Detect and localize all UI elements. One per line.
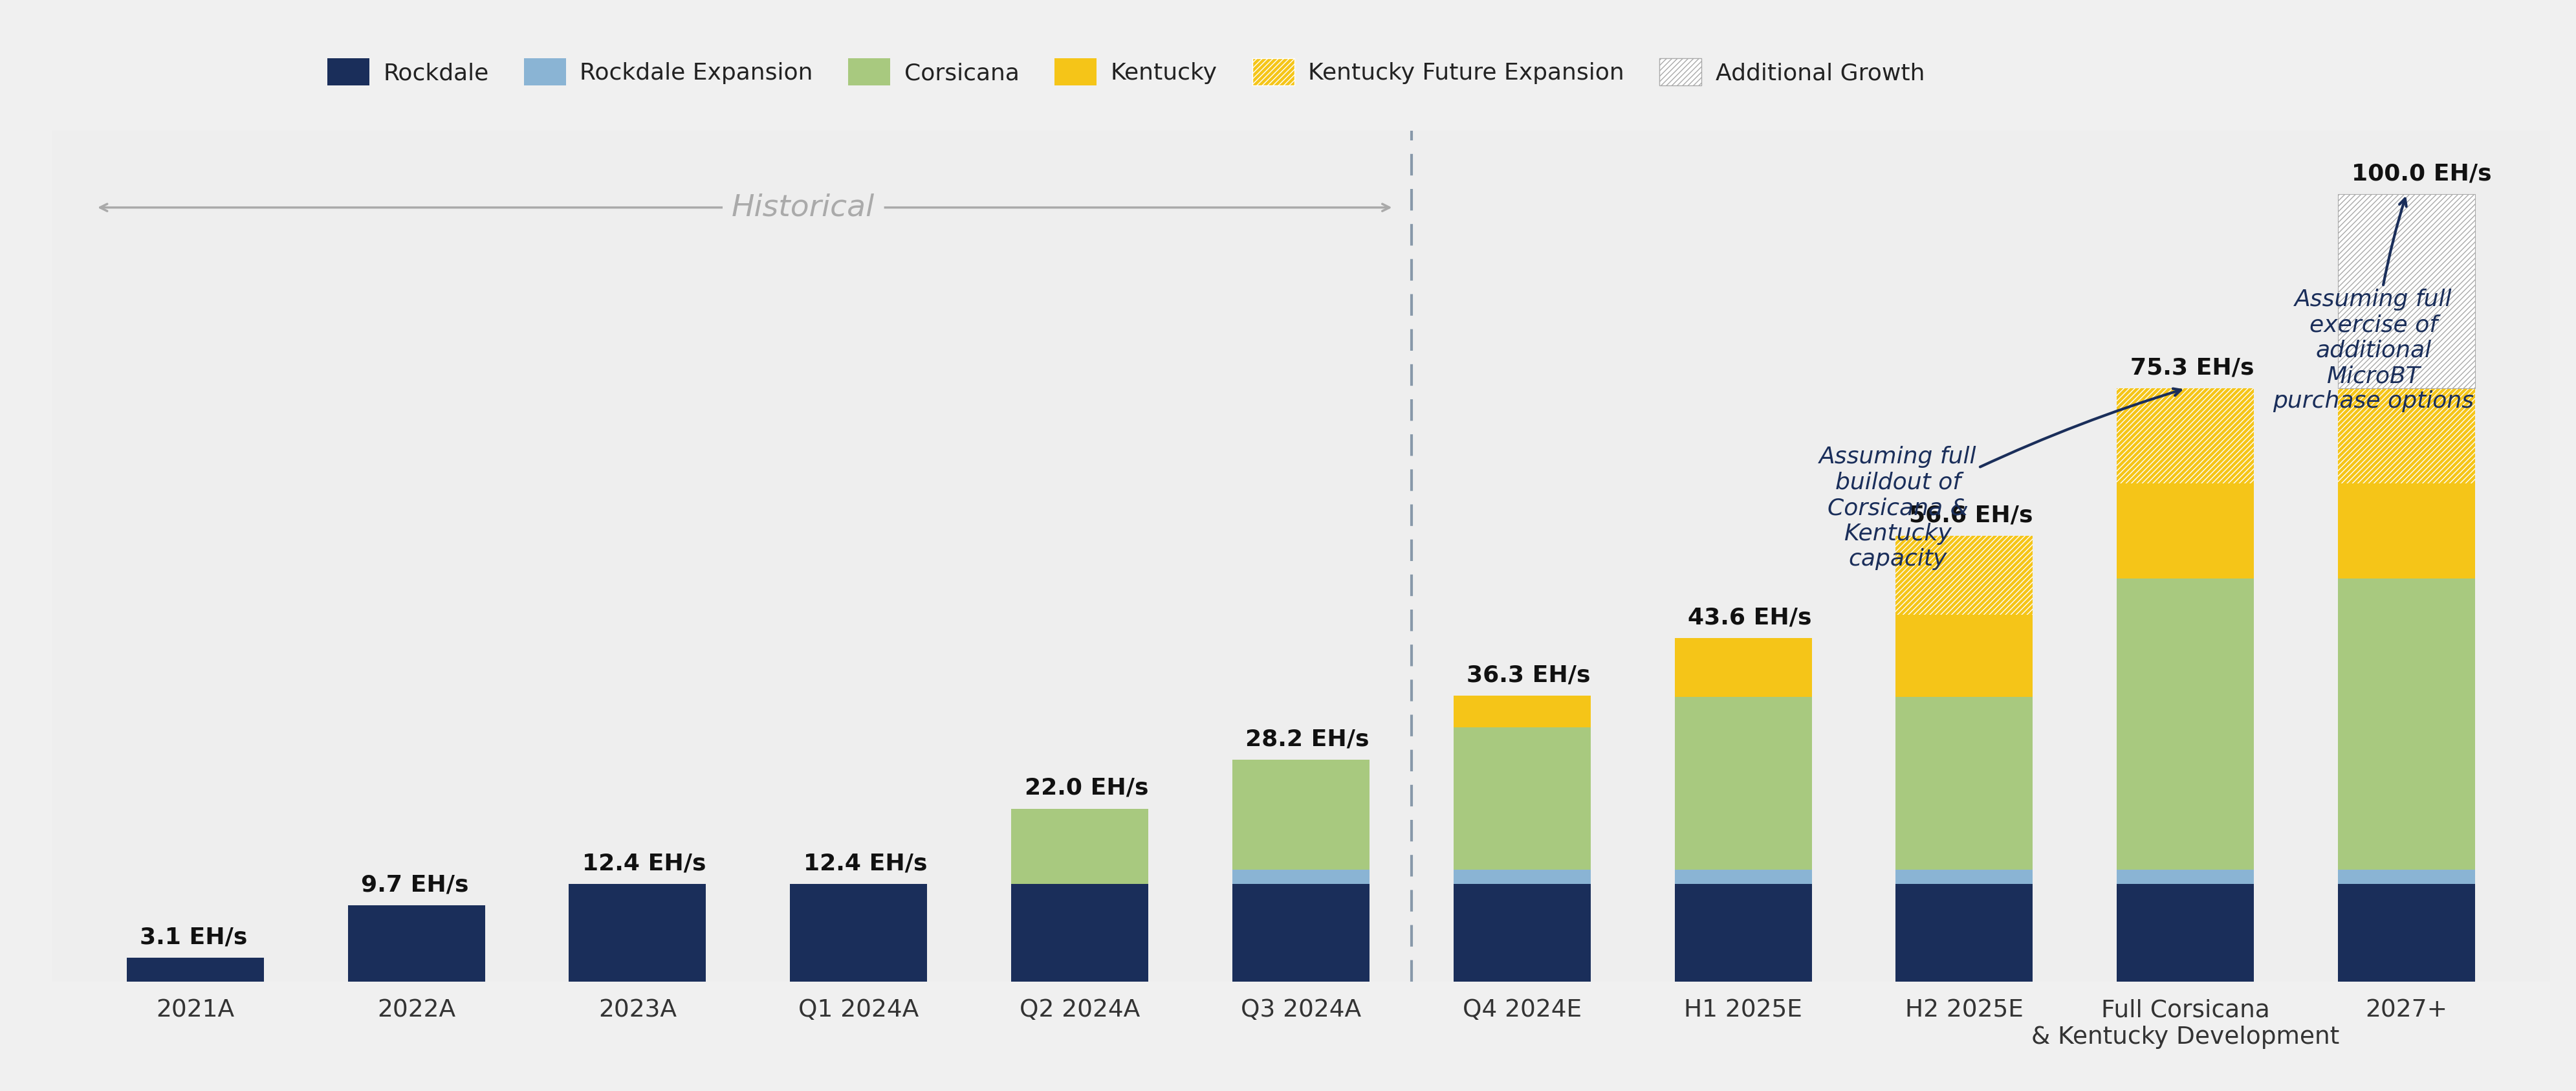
Bar bbox=[2117, 483, 2254, 578]
Bar bbox=[1231, 759, 1370, 870]
Bar bbox=[1231, 884, 1370, 982]
Bar bbox=[2339, 870, 2476, 884]
Bar bbox=[2339, 578, 2476, 870]
Text: 12.4 EH/s: 12.4 EH/s bbox=[582, 853, 706, 875]
Legend: Rockdale, Rockdale Expansion, Corsicana, Kentucky, Kentucky Future Expansion, Ad: Rockdale, Rockdale Expansion, Corsicana,… bbox=[317, 49, 1935, 95]
Text: 22.0 EH/s: 22.0 EH/s bbox=[1025, 777, 1149, 799]
Text: 9.7 EH/s: 9.7 EH/s bbox=[361, 874, 469, 896]
Bar bbox=[2339, 194, 2476, 388]
Text: 100.0 EH/s: 100.0 EH/s bbox=[2352, 163, 2491, 184]
Bar bbox=[1896, 697, 2032, 870]
Bar bbox=[1012, 884, 1149, 982]
Bar bbox=[1896, 536, 2032, 614]
Bar bbox=[569, 884, 706, 982]
Bar bbox=[1453, 696, 1589, 728]
Bar bbox=[1453, 870, 1589, 884]
Bar bbox=[2339, 483, 2476, 578]
Text: 28.2 EH/s: 28.2 EH/s bbox=[1247, 729, 1370, 751]
Bar bbox=[1453, 884, 1589, 982]
Bar bbox=[2339, 388, 2476, 483]
Text: Assuming full
buildout of
Corsicana &
Kentucky
capacity: Assuming full buildout of Corsicana & Ke… bbox=[1819, 388, 2182, 571]
Bar bbox=[1896, 614, 2032, 697]
Bar bbox=[2117, 870, 2254, 884]
Bar bbox=[1674, 638, 1811, 697]
Bar bbox=[1896, 884, 2032, 982]
Bar bbox=[2117, 578, 2254, 870]
Bar bbox=[791, 884, 927, 982]
Text: Assuming full
exercise of
additional
MicroBT
purchase options: Assuming full exercise of additional Mic… bbox=[2272, 199, 2473, 412]
Bar bbox=[1674, 884, 1811, 982]
Bar bbox=[126, 958, 263, 982]
Bar bbox=[1896, 870, 2032, 884]
Bar bbox=[1674, 697, 1811, 870]
Bar bbox=[2339, 884, 2476, 982]
Text: Historical: Historical bbox=[732, 193, 876, 223]
Text: 43.6 EH/s: 43.6 EH/s bbox=[1687, 607, 1811, 628]
Bar bbox=[2117, 884, 2254, 982]
Bar bbox=[1453, 728, 1589, 870]
Bar bbox=[348, 906, 484, 982]
Text: 12.4 EH/s: 12.4 EH/s bbox=[804, 853, 927, 875]
Text: 36.3 EH/s: 36.3 EH/s bbox=[1466, 664, 1589, 686]
Text: 3.1 EH/s: 3.1 EH/s bbox=[139, 926, 247, 948]
Text: 75.3 EH/s: 75.3 EH/s bbox=[2130, 357, 2254, 379]
Bar bbox=[1231, 870, 1370, 884]
Bar bbox=[1674, 870, 1811, 884]
Bar bbox=[2117, 388, 2254, 483]
Text: 56.6 EH/s: 56.6 EH/s bbox=[1909, 504, 2032, 527]
Bar bbox=[1012, 808, 1149, 884]
